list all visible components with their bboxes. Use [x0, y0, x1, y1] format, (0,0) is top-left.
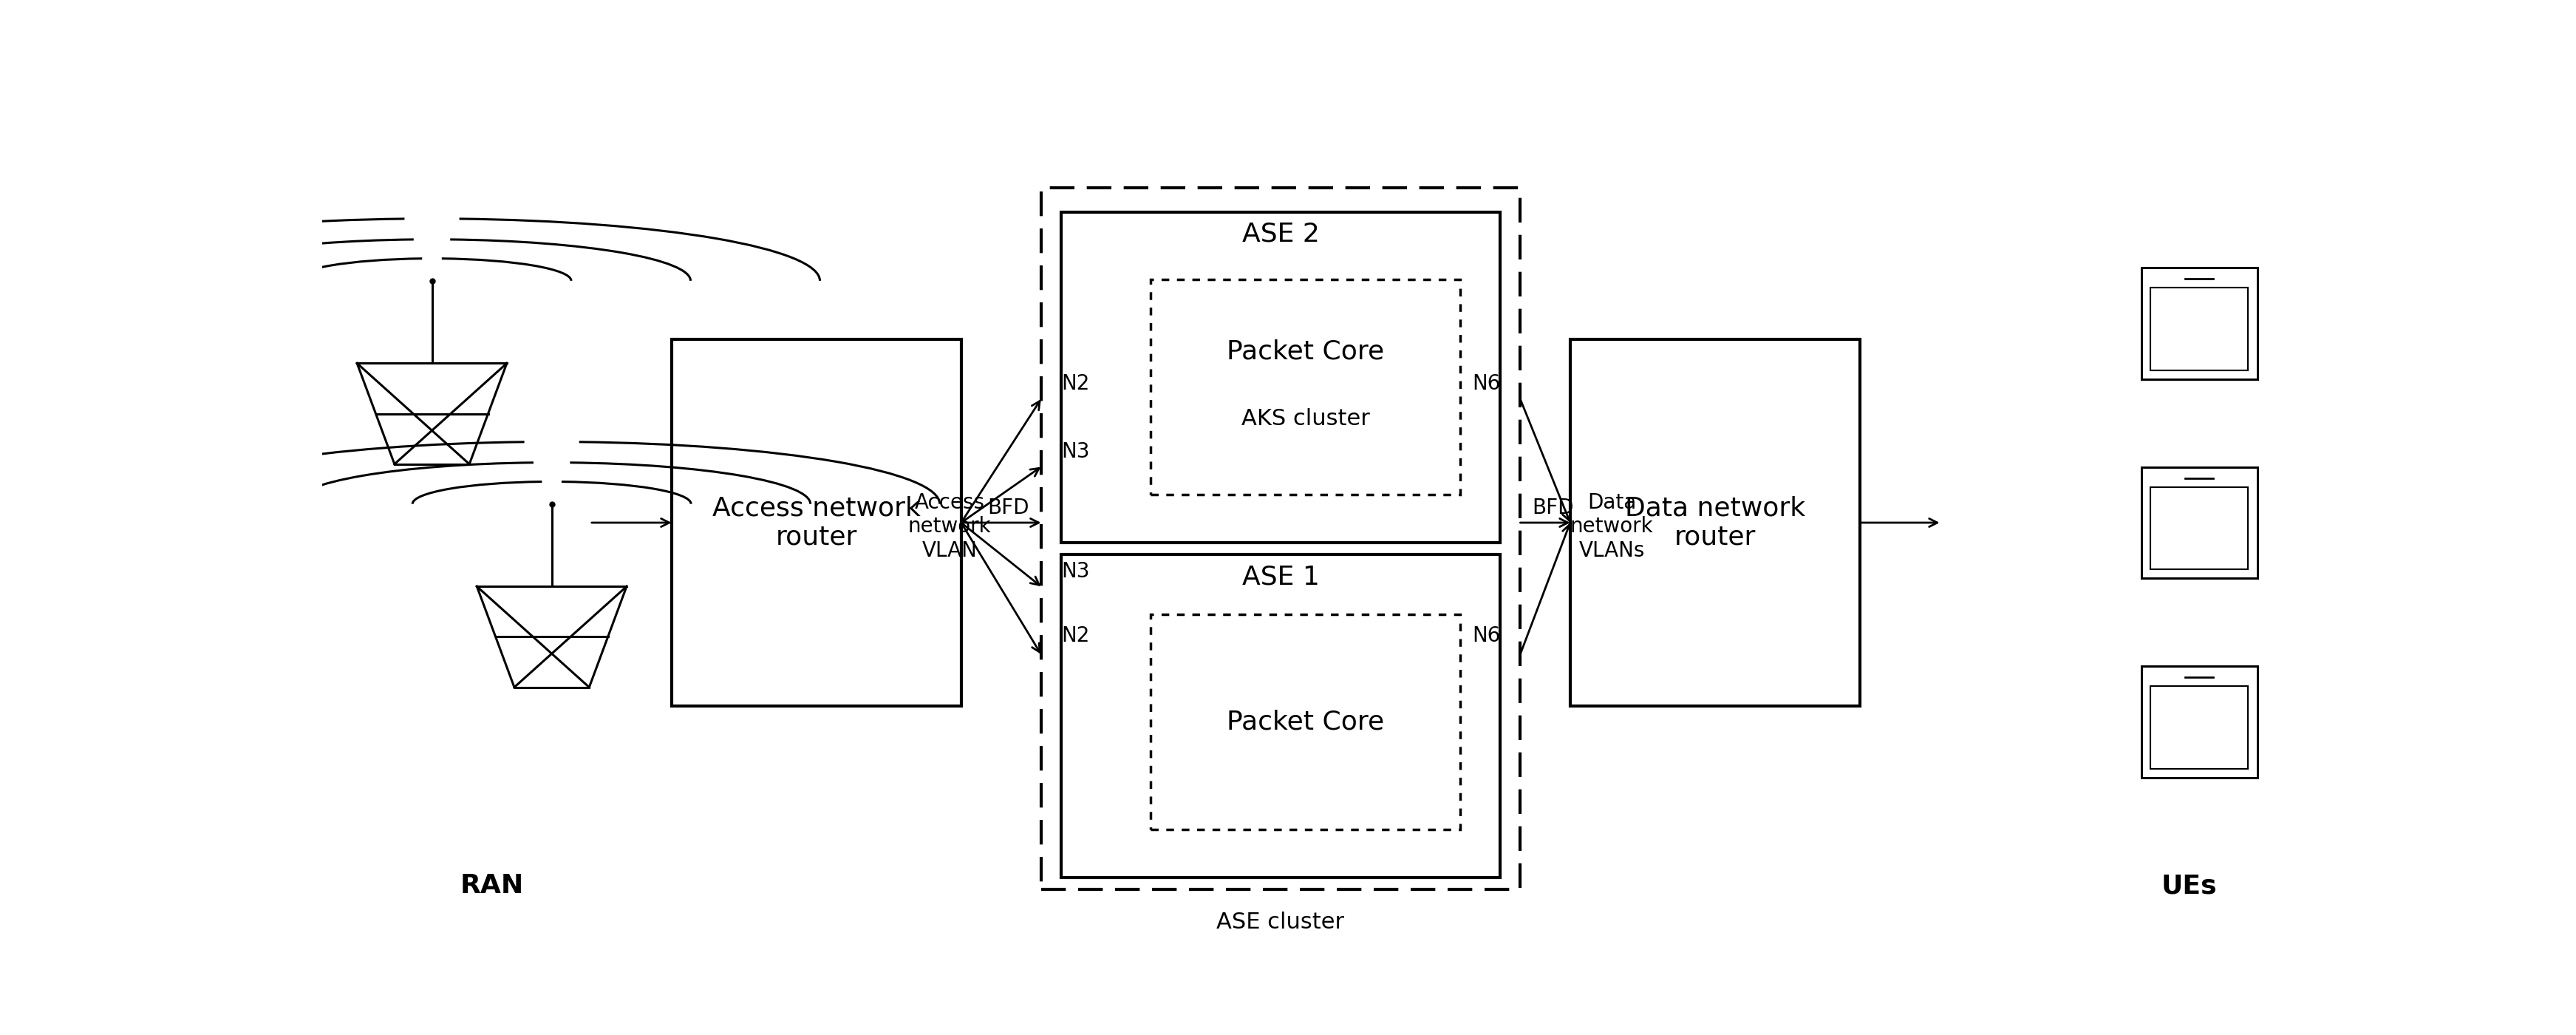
Bar	[1569, 339, 1860, 706]
Bar	[2151, 487, 2246, 569]
Text: Access
network
VLAN: Access network VLAN	[907, 493, 992, 561]
Bar	[2141, 268, 2257, 379]
Text: RAN: RAN	[461, 874, 523, 898]
Text: N2: N2	[1061, 625, 1090, 646]
Text: N3: N3	[1061, 441, 1090, 462]
Text: UEs: UEs	[2161, 874, 2215, 898]
Text: ASE 1: ASE 1	[1242, 564, 1319, 589]
Text: N3: N3	[1061, 561, 1090, 582]
Bar	[672, 339, 961, 706]
Text: N2: N2	[1061, 374, 1090, 394]
Text: N6: N6	[1471, 625, 1499, 646]
Bar	[2141, 467, 2257, 579]
Bar	[1151, 279, 1461, 495]
Bar	[1041, 188, 1520, 889]
Bar	[2151, 288, 2246, 371]
Text: ASE 2: ASE 2	[1242, 221, 1319, 246]
Text: Packet Core: Packet Core	[1226, 338, 1383, 364]
Text: Data
network
VLANs: Data network VLANs	[1569, 493, 1654, 561]
Text: Packet Core: Packet Core	[1226, 709, 1383, 735]
Text: N6: N6	[1471, 374, 1499, 394]
Text: Data network
router: Data network router	[1625, 496, 1806, 550]
Bar	[1151, 615, 1461, 829]
Text: Access network
router: Access network router	[711, 496, 920, 550]
Bar	[1061, 212, 1499, 542]
Bar	[2141, 667, 2257, 777]
Bar	[1061, 555, 1499, 878]
Text: ASE cluster: ASE cluster	[1216, 912, 1345, 933]
Text: BFD: BFD	[987, 497, 1028, 518]
Bar	[2151, 686, 2246, 769]
Text: AKS cluster: AKS cluster	[1242, 409, 1370, 430]
Text: BFD: BFD	[1533, 497, 1574, 518]
